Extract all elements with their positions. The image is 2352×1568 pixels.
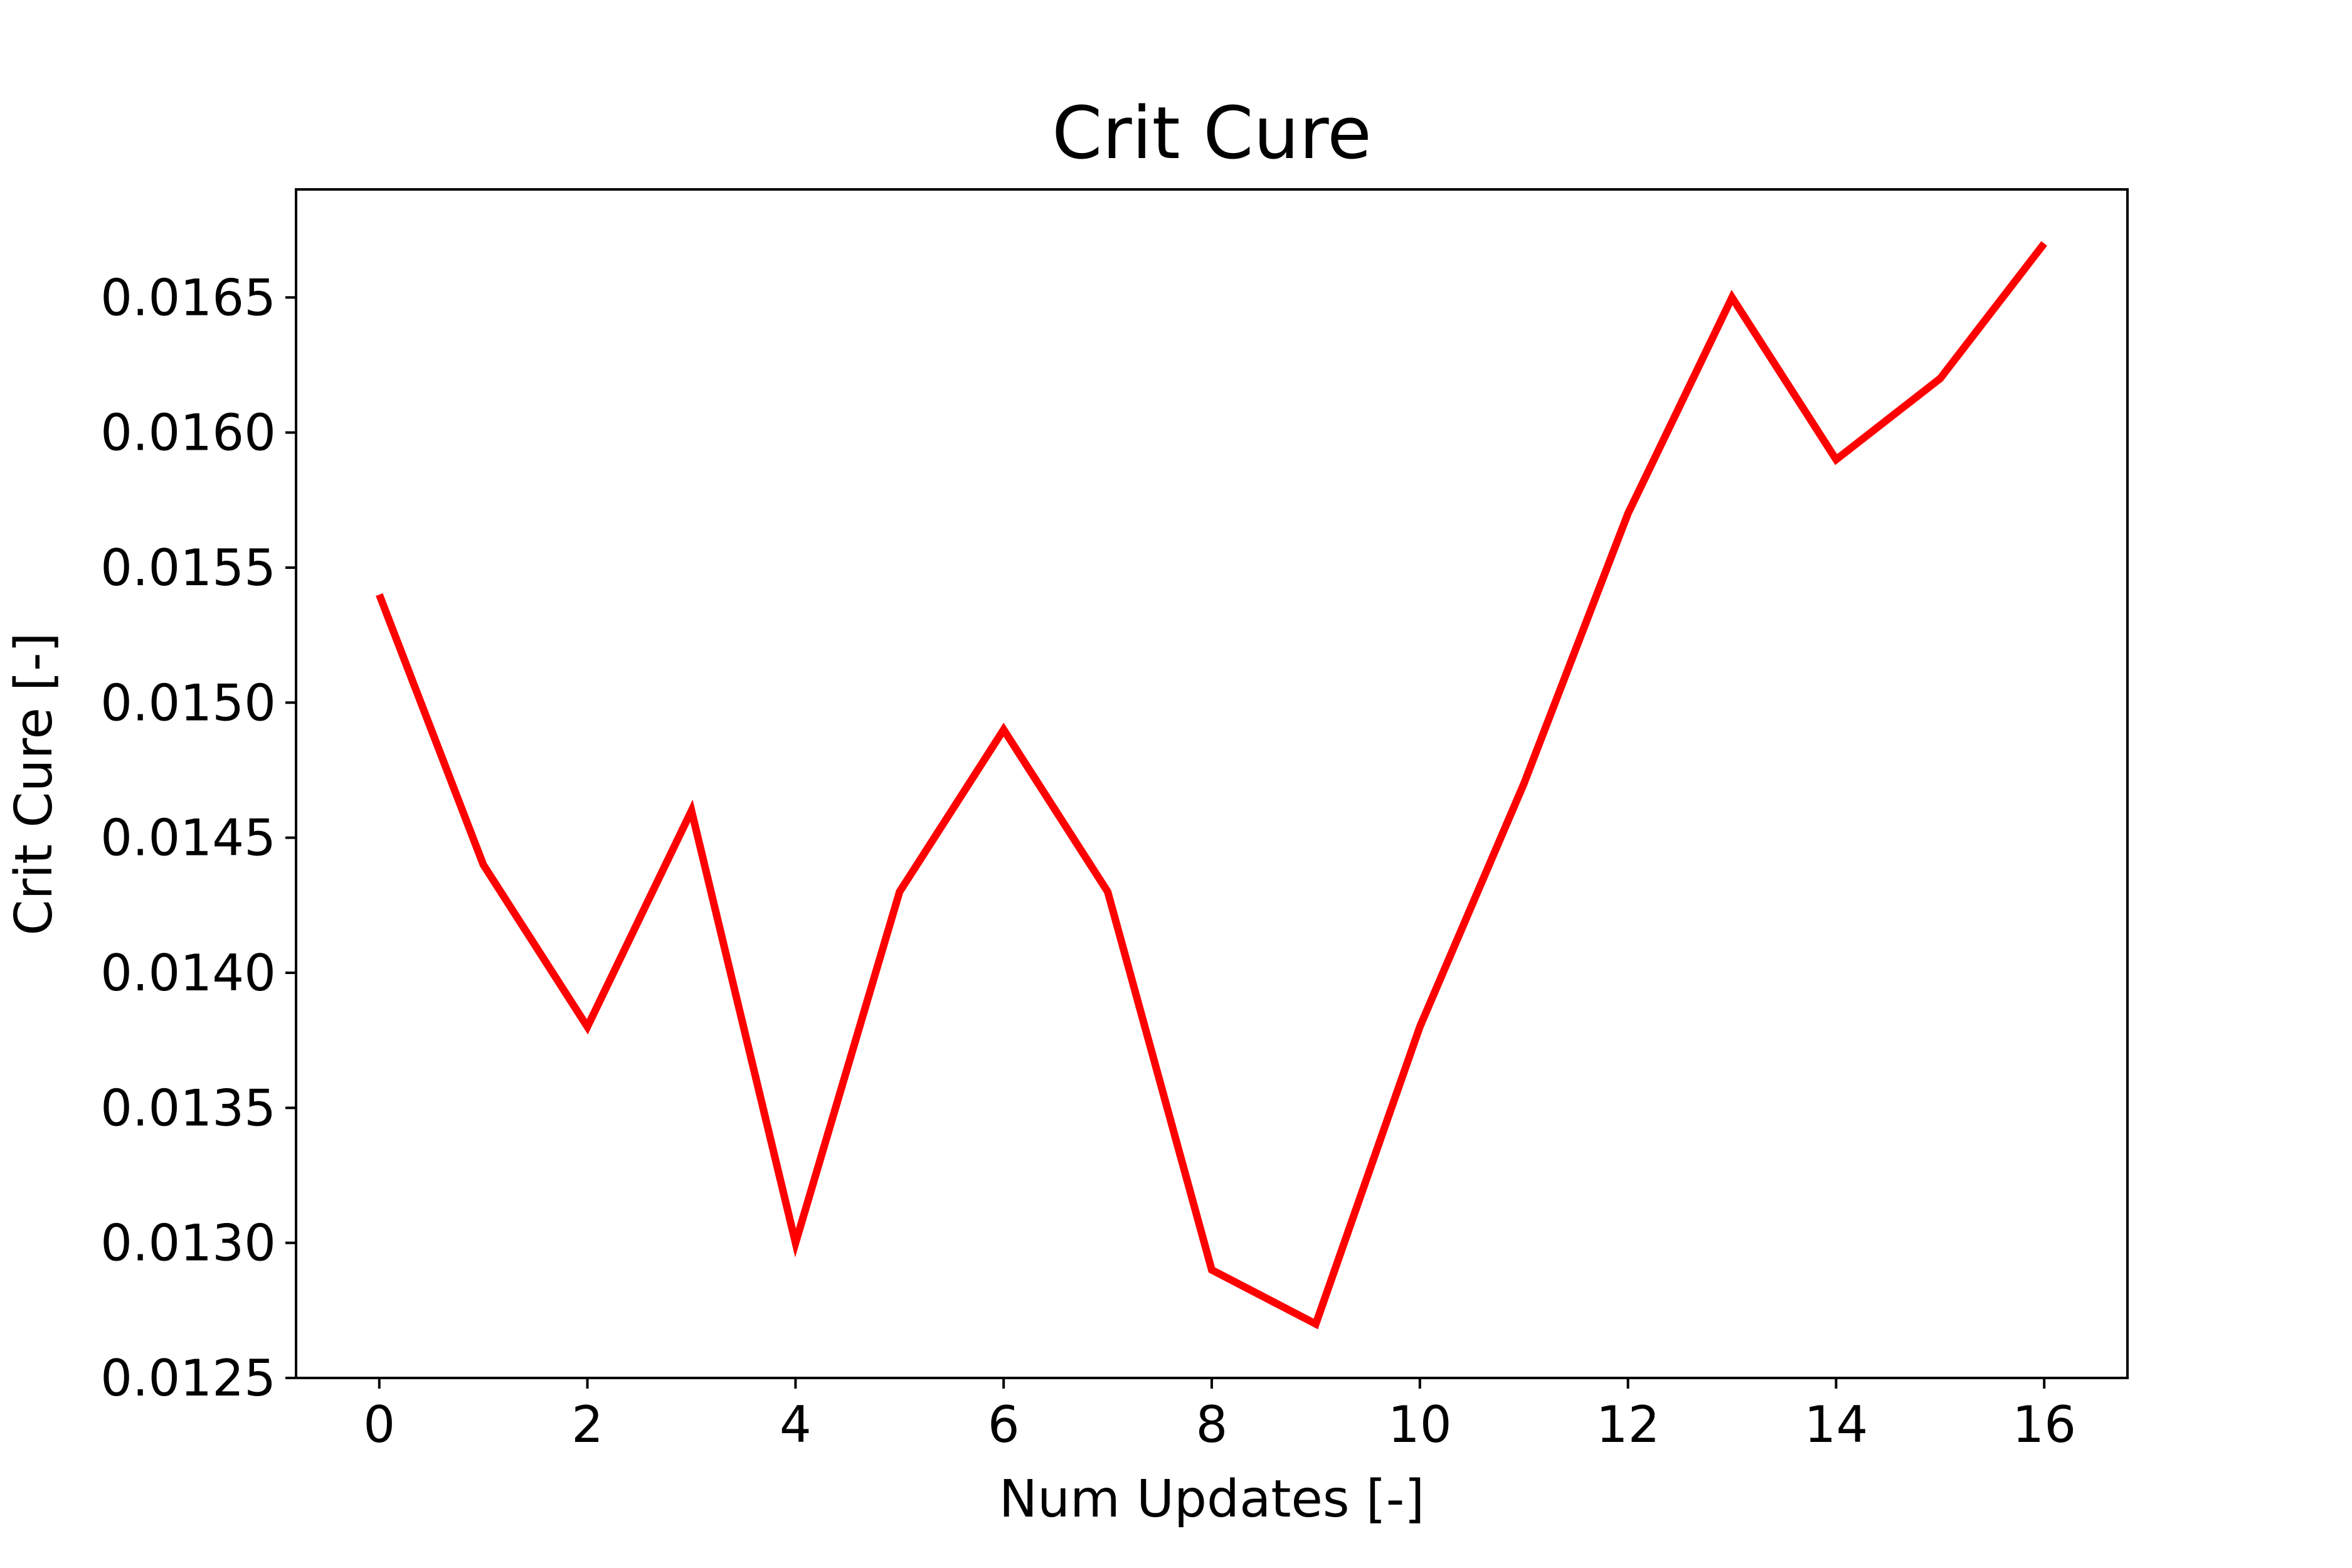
x-axis-label: Num Updates [-]	[999, 1470, 1425, 1529]
x-axis: 0 2 4 6 8 10 12 14 16	[363, 1378, 2076, 1454]
y-tick-label: 0.0150	[100, 674, 276, 732]
x-tick-label: 12	[1596, 1396, 1660, 1454]
y-tick-label: 0.0130	[100, 1214, 276, 1273]
y-tick-label: 0.0155	[100, 539, 276, 597]
plot-area-frame	[295, 188, 2129, 1379]
x-tick-label: 4	[780, 1396, 812, 1454]
y-tick-label: 0.0140	[100, 944, 276, 1002]
y-tick-label: 0.0145	[100, 809, 276, 867]
x-tick-label: 2	[571, 1396, 603, 1454]
chart-title: Crit Cure	[1052, 92, 1372, 176]
x-tick-label: 10	[1388, 1396, 1452, 1454]
x-tick-label: 14	[1804, 1396, 1868, 1454]
y-tick-label: 0.0160	[100, 404, 276, 462]
y-tick-label: 0.0125	[100, 1349, 276, 1407]
y-tick-label: 0.0135	[100, 1079, 276, 1137]
x-tick-label: 8	[1196, 1396, 1228, 1454]
y-tick-label: 0.0165	[100, 268, 276, 327]
y-axis: 0.0125 0.0130 0.0135 0.0140 0.0145 0.0150 0.01…	[100, 268, 296, 1407]
x-tick-label: 6	[988, 1396, 1020, 1454]
series-line	[376, 241, 2048, 1330]
y-axis-label: Crit Cure [-]	[4, 632, 64, 935]
plot-series	[376, 241, 2048, 1330]
x-tick-label: 0	[363, 1396, 395, 1454]
x-tick-label: 16	[2012, 1396, 2076, 1454]
